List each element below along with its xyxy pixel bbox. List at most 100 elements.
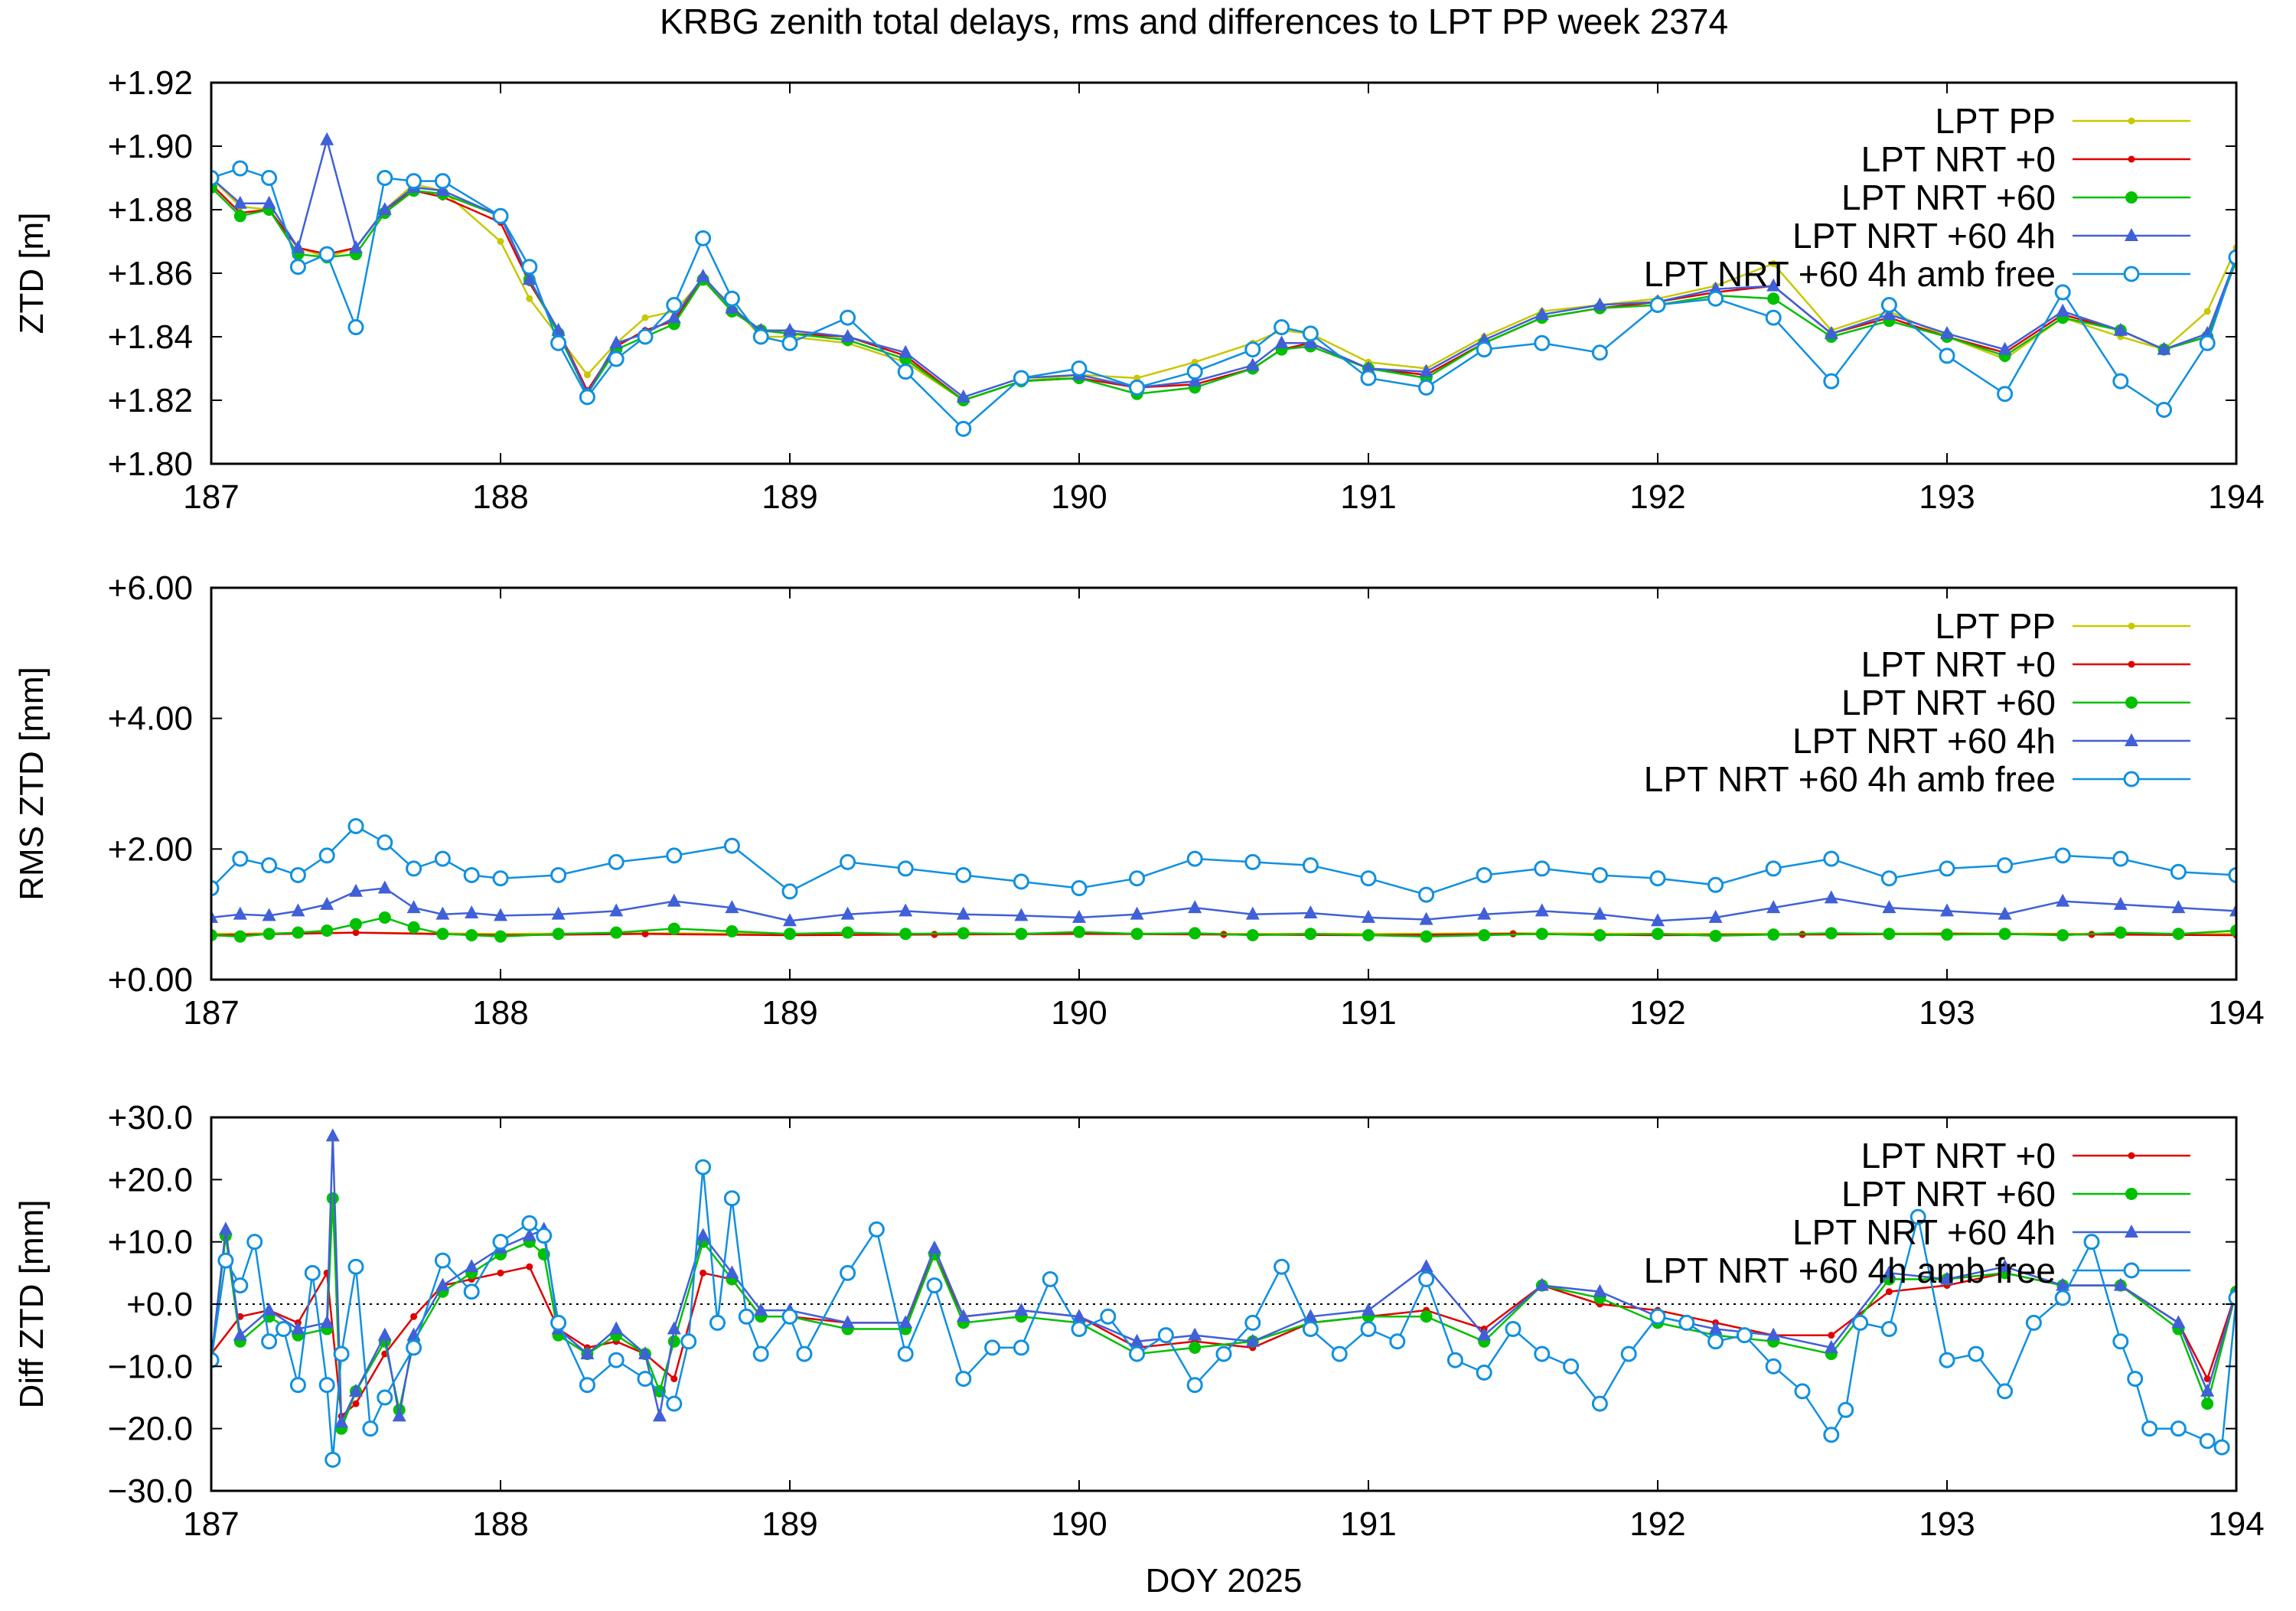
data-point xyxy=(289,259,306,276)
data-point xyxy=(318,1377,335,1394)
data-point xyxy=(1073,925,1085,938)
data-point xyxy=(434,173,451,190)
data-point xyxy=(1418,1270,1435,1287)
data-point xyxy=(1362,360,1375,374)
data-point xyxy=(637,328,654,345)
data-point xyxy=(1013,873,1029,890)
legend-marker xyxy=(2123,266,2140,282)
y-tick-label: +1.88 xyxy=(108,191,193,229)
data-point xyxy=(667,310,681,324)
data-point xyxy=(695,1159,712,1176)
data-point xyxy=(1838,1401,1854,1418)
data-point xyxy=(1620,1345,1637,1362)
legend-marker xyxy=(2128,622,2135,630)
legend-label: LPT NRT +60 4h xyxy=(1792,216,2056,256)
data-point xyxy=(334,1414,349,1428)
data-point xyxy=(289,866,306,883)
data-point xyxy=(350,918,362,931)
data-point xyxy=(696,1228,710,1241)
data-point xyxy=(2228,249,2236,266)
data-point xyxy=(1245,357,1260,371)
data-point xyxy=(1476,1364,1492,1381)
series-line-2 xyxy=(211,1136,2236,1423)
data-point xyxy=(897,1345,914,1362)
data-point xyxy=(211,928,217,941)
data-point xyxy=(955,420,972,437)
data-point xyxy=(2056,893,2070,907)
data-point xyxy=(262,908,276,921)
data-point xyxy=(1478,928,1491,941)
legend-label: LPT PP xyxy=(1935,101,2056,141)
data-point xyxy=(233,195,247,209)
data-point xyxy=(347,817,364,834)
data-point xyxy=(521,1215,538,1231)
data-point xyxy=(1765,309,1782,326)
data-point xyxy=(1649,297,1666,313)
x-tick-label: 189 xyxy=(762,1505,817,1543)
data-point xyxy=(434,850,451,867)
data-point xyxy=(1244,1314,1261,1331)
series-line-4 xyxy=(211,824,2236,896)
data-point xyxy=(2127,1371,2144,1388)
data-point xyxy=(1997,1383,2014,1400)
x-tick-label: 191 xyxy=(1340,1505,1396,1543)
y-tick-label: +4.00 xyxy=(108,700,193,738)
data-point xyxy=(868,1221,885,1238)
y-tick-label: +1.84 xyxy=(108,318,193,356)
data-point xyxy=(781,883,798,900)
data-point xyxy=(1939,1352,1955,1368)
data-point xyxy=(352,1400,360,1407)
data-point xyxy=(957,927,970,940)
data-point xyxy=(1708,281,1723,295)
data-point xyxy=(840,853,856,870)
legend-label: LPT NRT +0 xyxy=(1861,1136,2056,1176)
data-point xyxy=(899,344,913,358)
data-point xyxy=(1419,911,1433,925)
data-point xyxy=(1360,870,1377,887)
data-point xyxy=(550,1314,567,1331)
data-point xyxy=(378,911,391,924)
data-point xyxy=(232,850,249,867)
data-point xyxy=(840,1264,856,1281)
data-point xyxy=(1880,297,1897,313)
data-point xyxy=(2112,373,2129,390)
data-point xyxy=(377,1389,393,1406)
data-point xyxy=(1593,1283,1607,1297)
data-point xyxy=(700,1269,707,1277)
data-point xyxy=(723,290,740,307)
y-axis-label: RMS ZTD [mm] xyxy=(13,667,51,901)
data-point xyxy=(1534,903,1549,917)
data-point xyxy=(897,364,914,380)
data-point xyxy=(956,389,970,403)
data-point xyxy=(609,1321,624,1335)
data-point xyxy=(1880,1321,1897,1338)
data-point xyxy=(325,1451,341,1468)
legend-label: LPT NRT +0 xyxy=(1861,644,2056,684)
data-point xyxy=(1766,278,1781,292)
data-point xyxy=(725,300,739,314)
chart-title: KRBG zenith total delays, rms and differ… xyxy=(660,2,1728,41)
diff-panel: 187 188 189 190 191 192 193 194 −30.0 −20.0 −10.0 +… xyxy=(13,1099,2265,1543)
y-tick-label: +0.0 xyxy=(126,1286,193,1323)
data-point xyxy=(2054,284,2071,301)
data-point xyxy=(1766,1327,1781,1341)
data-point xyxy=(1998,906,2012,920)
data-point xyxy=(1998,1259,2012,1273)
data-point xyxy=(526,1263,533,1270)
data-point xyxy=(406,173,422,190)
legend-marker xyxy=(2123,1262,2140,1279)
data-point xyxy=(233,210,246,223)
data-point xyxy=(1709,929,1722,942)
data-point xyxy=(1362,928,1375,941)
data-point xyxy=(320,896,334,910)
legend-marker xyxy=(2125,191,2138,204)
data-point xyxy=(1188,900,1202,914)
data-point xyxy=(725,900,739,914)
data-point xyxy=(725,1265,739,1279)
data-point xyxy=(840,1315,855,1329)
data-point xyxy=(652,1408,667,1422)
data-point xyxy=(410,1313,418,1320)
data-point xyxy=(2114,926,2127,939)
data-point xyxy=(1072,909,1086,923)
data-point xyxy=(1707,290,1724,307)
